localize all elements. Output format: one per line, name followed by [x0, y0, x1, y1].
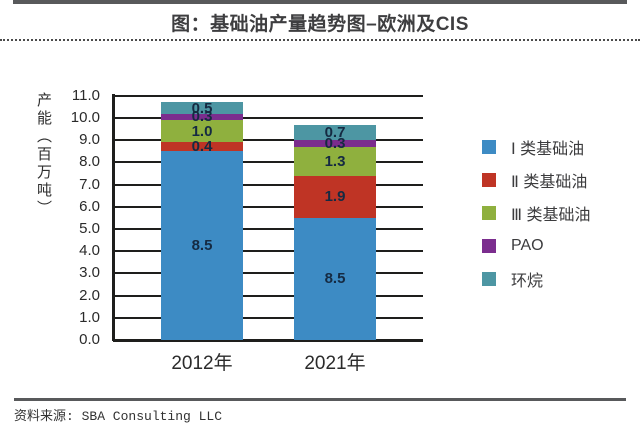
bar-segment: [161, 102, 243, 114]
legend-item: Ⅰ 类基础油: [482, 130, 590, 163]
legend-item: PAO: [482, 229, 590, 262]
y-tick-label: 6.0: [79, 197, 100, 215]
bar-segment-label: 1.0: [191, 122, 213, 140]
x-axis-label: 2021年: [304, 353, 366, 374]
bar-segment-label: 0.4: [191, 138, 213, 156]
y-axis-line: [112, 94, 115, 342]
gridline: [113, 139, 423, 142]
bar-segment: [294, 175, 376, 218]
gridline: [113, 294, 423, 297]
legend-swatch: [482, 205, 496, 220]
y-axis-title: 产能（百万吨）: [35, 92, 52, 218]
legend-swatch: [482, 139, 496, 154]
y-tick-label: 1.0: [79, 308, 100, 326]
y-tick-label: 9.0: [79, 131, 100, 149]
bar-segment: [161, 120, 243, 143]
bar-segment: [294, 217, 376, 340]
legend-swatch: [482, 271, 496, 286]
chart-title: 图：基础油产量趋势图–欧洲及CIS: [171, 14, 469, 35]
gridline: [113, 228, 423, 230]
legend: Ⅰ 类基础油 Ⅱ 类基础油 Ⅲ 类基础油 PAO 环烷: [482, 130, 590, 295]
bar-segment-label: 0.3: [191, 108, 213, 126]
bar-segment: [161, 142, 243, 152]
gridline: [113, 117, 423, 119]
legend-swatch: [482, 238, 496, 253]
gridline: [113, 250, 423, 253]
dotted-divider: [0, 39, 640, 41]
y-tick-label: 7.0: [79, 175, 100, 193]
bar-segment: [161, 113, 243, 121]
gridline: [113, 316, 423, 319]
bar-segment: [294, 124, 376, 141]
gridline: [113, 205, 423, 208]
gridline: [113, 94, 423, 97]
y-tick-label: 3.0: [79, 264, 100, 282]
legend-item: Ⅲ 类基础油: [482, 196, 590, 229]
bottom-rule: [14, 398, 626, 401]
bar-segment-label: 8.5: [324, 270, 346, 288]
legend-label: Ⅱ 类基础油: [511, 173, 588, 191]
y-tick-label: 10.0: [70, 109, 100, 126]
legend-label: 环烷: [511, 272, 544, 290]
legend-label: Ⅲ 类基础油: [511, 206, 591, 224]
bar-segment-label: 0.7: [324, 123, 346, 141]
y-tick-label: 11.0: [71, 86, 100, 104]
gridline: [113, 161, 423, 164]
y-tick-label: 4.0: [79, 242, 100, 260]
legend-label: PAO: [511, 236, 544, 254]
legend-item: Ⅱ 类基础油: [482, 163, 590, 196]
y-tick-label: 8.0: [79, 153, 100, 171]
bar-segment: [294, 146, 376, 176]
gridline: [113, 338, 423, 342]
bar-segment: [161, 151, 243, 340]
legend-swatch: [482, 172, 496, 187]
source-note: 资料来源: SBA Consulting LLC: [14, 409, 223, 424]
bar-segment-label: 1.9: [324, 188, 346, 206]
y-tick-label: 2.0: [79, 286, 100, 304]
bar-segment-label: 8.5: [191, 237, 213, 255]
bar-segment-label: 0.3: [324, 135, 346, 153]
bar-segment-label: 0.5: [191, 99, 213, 117]
y-tick-label: 5.0: [79, 220, 100, 237]
gridline: [113, 183, 423, 186]
y-tick-label: 0.0: [79, 331, 100, 348]
x-axis-label: 2012年: [171, 353, 233, 374]
bar-segment-label: 1.3: [324, 152, 346, 170]
gridline: [113, 272, 423, 275]
bar-segment: [294, 140, 376, 147]
legend-label: Ⅰ 类基础油: [511, 140, 585, 158]
legend-item: 环烷: [482, 262, 590, 295]
top-rule: [13, 0, 627, 4]
